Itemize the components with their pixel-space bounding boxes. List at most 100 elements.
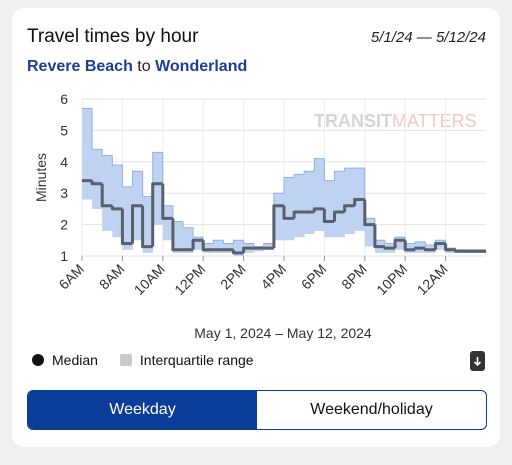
- median-step: [333, 210, 345, 222]
- median-step: [434, 241, 446, 250]
- iqr-edge: [384, 240, 396, 244]
- iqr-band: [233, 240, 244, 256]
- median-step: [413, 246, 426, 250]
- iqr-edge: [212, 239, 224, 244]
- iqr-band: [183, 227, 194, 253]
- iqr-band: [92, 149, 103, 209]
- iqr-edge: [111, 155, 123, 166]
- median-step: [141, 205, 153, 249]
- iqr-edge: [121, 164, 133, 188]
- iqr-edge: [404, 237, 416, 244]
- iqr-edge: [202, 237, 214, 244]
- download-icon: [473, 357, 482, 367]
- median-step: [322, 208, 335, 223]
- iqr-band: [193, 237, 204, 250]
- median-step: [100, 183, 113, 208]
- iqr-edge: [424, 241, 436, 246]
- median-step: [423, 248, 436, 252]
- median-step: [353, 197, 365, 206]
- watermark: TRANSITMATTERS: [314, 111, 477, 131]
- median-step: [171, 218, 183, 252]
- x-tick-label: 8AM: [96, 261, 128, 293]
- iqr-band: [82, 108, 93, 200]
- median-step: [191, 238, 204, 250]
- y-tick-label: 1: [60, 248, 68, 264]
- iqr-edge: [152, 151, 163, 197]
- iqr-band: [152, 152, 164, 225]
- median-step: [363, 199, 375, 227]
- iqr-band: [203, 243, 214, 253]
- y-tick-label: 3: [60, 185, 68, 201]
- median-step: [393, 238, 406, 249]
- iqr-band: [172, 221, 184, 253]
- iqr-edge: [192, 227, 204, 238]
- iqr-band: [273, 193, 285, 241]
- legend-label: Median: [52, 352, 98, 368]
- iqr-edge: [283, 177, 295, 194]
- legend-median-marker: [32, 354, 44, 366]
- iqr-band: [405, 243, 416, 253]
- iqr-band: [142, 196, 153, 253]
- iqr-band: [122, 186, 133, 250]
- iqr-edge: [313, 158, 325, 172]
- iqr-edge: [263, 242, 274, 247]
- median-step: [272, 204, 284, 249]
- iqr-band: [435, 240, 446, 250]
- iqr-edge: [293, 173, 305, 178]
- day-type-toggle: Weekday Weekend/holiday: [27, 390, 487, 430]
- iqr-band: [263, 243, 275, 250]
- iqr-edge: [91, 108, 103, 150]
- iqr-band: [395, 237, 406, 250]
- download-button[interactable]: [470, 351, 485, 371]
- chart: TRANSITMATTERS 1 2 3 4 5 6 6AM 8AM 10AM 12PM 2PM 4PM…: [33, 91, 487, 341]
- x-tick-label: 4PM: [257, 261, 289, 293]
- card: Travel times by hour 5/1/24 — 5/12/24 Re…: [12, 8, 500, 447]
- subtitle: Revere Beach to Wonderland: [27, 58, 247, 76]
- median-step: [282, 205, 295, 220]
- x-tick-label: 2PM: [217, 261, 249, 293]
- iqr-edge: [243, 240, 254, 244]
- to-station: Wonderland: [155, 58, 248, 75]
- iqr-band: [284, 177, 295, 241]
- median-step: [161, 183, 173, 220]
- median-step: [312, 207, 325, 213]
- iqr-edge: [323, 158, 335, 182]
- x-tick-label: 12PM: [171, 261, 208, 298]
- iqr-edge: [334, 170, 345, 181]
- watermark-bold: TRANSIT: [314, 111, 392, 131]
- toggle-option[interactable]: Weekday: [28, 391, 257, 429]
- y-tick-label: 4: [60, 154, 68, 170]
- iqr-band: [112, 164, 123, 238]
- iqr-edge: [455, 248, 466, 251]
- x-axis-label: May 1, 2024 – May 12, 2024: [194, 325, 372, 341]
- x-tick-label: 6PM: [298, 261, 330, 293]
- iqr-edge: [101, 149, 113, 157]
- median-step: [131, 204, 143, 244]
- iqr-edge: [162, 152, 173, 207]
- x-tick-label: 6AM: [55, 261, 87, 293]
- toggle-option[interactable]: Weekend/holiday: [310, 401, 433, 418]
- median-step: [444, 243, 456, 252]
- x-tick-label: 10PM: [373, 261, 410, 298]
- x-tick-label: 10AM: [131, 261, 168, 298]
- median-step: [201, 240, 214, 252]
- iqr-band: [162, 205, 174, 241]
- iqr-edge: [445, 240, 456, 249]
- iqr-edge: [303, 170, 315, 175]
- legend: Median Interquartile range: [32, 352, 254, 368]
- title: Travel times by hour: [27, 26, 199, 47]
- median-step: [454, 249, 466, 253]
- x-tick-label: 8PM: [338, 261, 370, 293]
- iqr-band: [294, 174, 305, 238]
- y-axis-label: Minutes: [33, 153, 49, 202]
- median-step: [90, 180, 103, 186]
- iqr-edge: [182, 221, 194, 229]
- iqr-band: [364, 218, 376, 247]
- iqr-band: [314, 158, 325, 231]
- watermark-light: MATTERS: [392, 111, 477, 131]
- iqr-band: [324, 180, 335, 238]
- median-step: [110, 205, 123, 211]
- iqr-edge: [233, 239, 244, 244]
- iqr-band: [213, 240, 224, 253]
